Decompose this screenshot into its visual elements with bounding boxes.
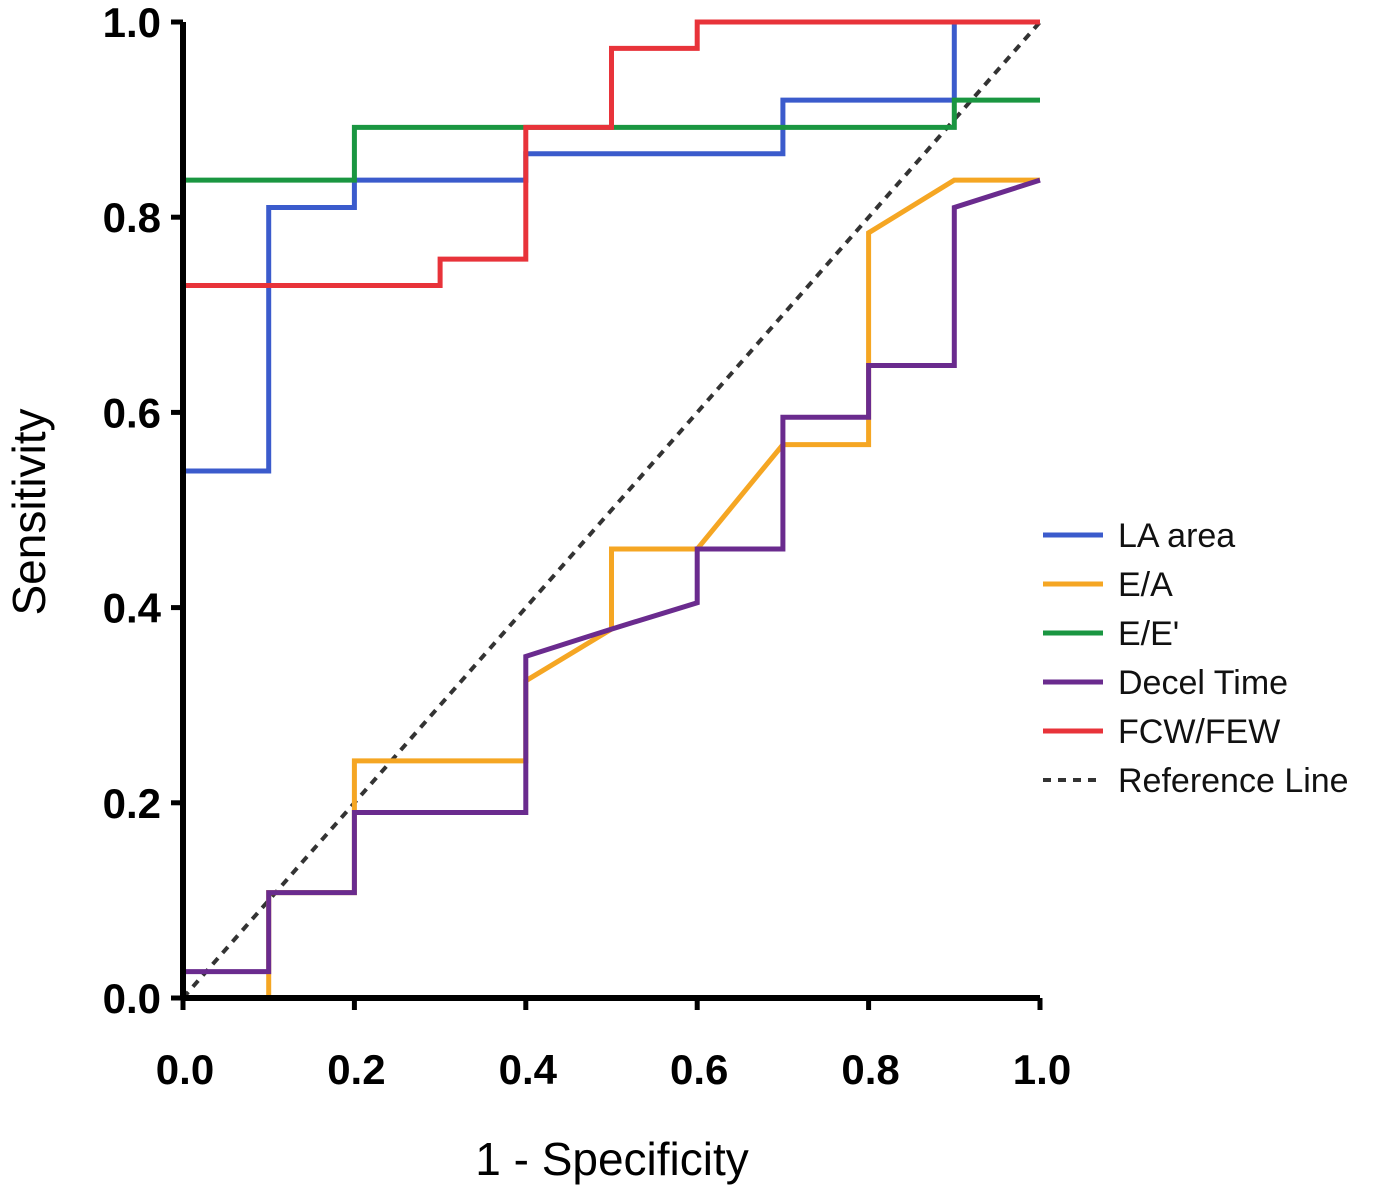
y-tick-label: 0.2: [103, 780, 161, 827]
legend-item-reference-line: Reference Line: [1043, 762, 1349, 800]
legend-label: E/E': [1118, 615, 1179, 653]
y-tick-label: 0.8: [103, 194, 161, 241]
x-tick-label: 0.8: [841, 1046, 899, 1093]
y-tick-label: 0.4: [103, 585, 162, 632]
x-tick-label: 0.0: [156, 1046, 214, 1093]
legend-item-e-a: E/A: [1043, 566, 1173, 604]
legend-label: FCW/FEW: [1118, 713, 1280, 751]
x-axis-title: 1 - Specificity: [475, 1133, 749, 1185]
legend-item-la-area: LA area: [1043, 517, 1235, 555]
y-axis-title: Sensitivity: [3, 408, 55, 615]
legend-label: Reference Line: [1118, 762, 1349, 800]
tick-labels: 0.0 0.2 0.4 0.6 0.8 1.0 0.0 0.2 0.4 0.6 0.8 1.0: [103, 0, 1072, 1093]
reference-line: [181, 20, 1042, 1000]
legend-item-fcw-few: FCW/FEW: [1043, 713, 1280, 751]
series-line-decel-time: [180, 177, 1041, 998]
series-line-fcw-few: [180, 19, 1040, 998]
x-tick-label: 1.0: [1013, 1046, 1071, 1093]
y-tick-label: 0.6: [103, 389, 161, 436]
y-tick-label: 1.0: [103, 0, 161, 46]
legend-label: LA area: [1118, 517, 1235, 555]
legend: LA area E/A E/E' Decel Time FCW/FEW Reference…: [1043, 517, 1349, 800]
x-tick-label: 0.2: [327, 1046, 385, 1093]
axes: [171, 19, 1043, 1010]
x-tick-label: 0.6: [670, 1046, 728, 1093]
legend-item-e-e: E/E': [1043, 615, 1179, 653]
legend-item-decel-time: Decel Time: [1043, 664, 1288, 702]
legend-label: E/A: [1118, 566, 1173, 604]
legend-label: Decel Time: [1118, 664, 1288, 702]
x-tick-label: 0.4: [499, 1046, 558, 1093]
series-line-e-a: [183, 177, 1040, 1001]
y-tick-label: 0.0: [103, 975, 161, 1022]
series-layer: [180, 19, 1042, 1001]
